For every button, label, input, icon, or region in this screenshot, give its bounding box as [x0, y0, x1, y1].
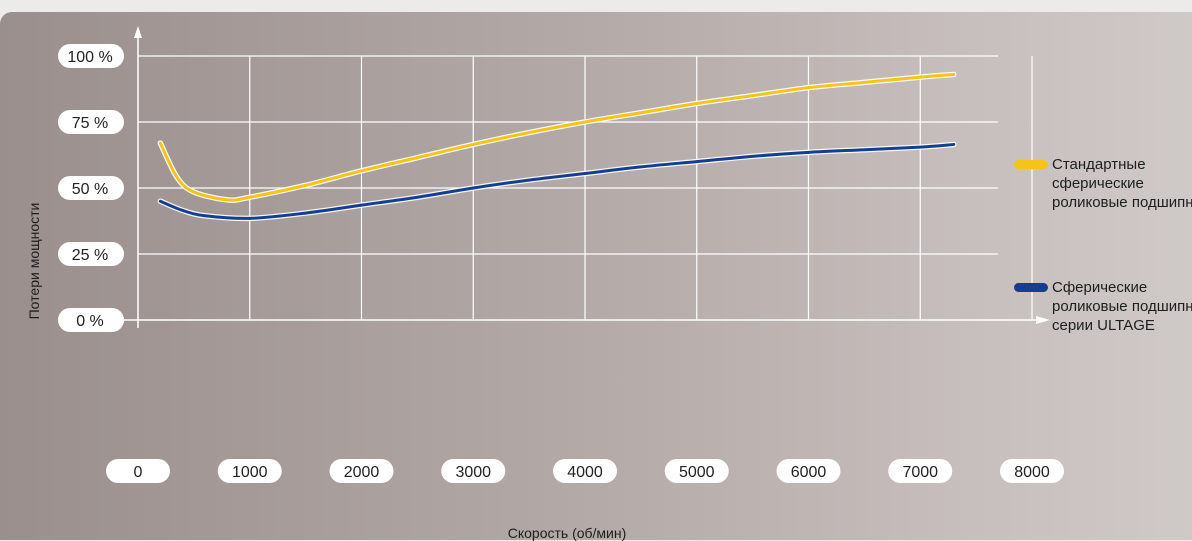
chart: 0 % 25 % 50 % 75 % 100 % 0 1000 2000 3000 4000 500… — [58, 26, 1064, 483]
series-line-1 — [158, 142, 956, 220]
x-tick-label-5: 5000 — [679, 464, 715, 481]
y-tick-label-4: 100 % — [67, 49, 112, 66]
x-tick-label-7: 7000 — [902, 464, 938, 481]
x-tick-pill-3 — [441, 459, 506, 483]
y-tick-pill-1 — [58, 242, 124, 266]
x-tick-label-4: 4000 — [567, 464, 603, 481]
x-tick-label-0: 0 — [134, 464, 143, 481]
x-tick-label-3: 3000 — [455, 464, 491, 481]
x-tick-label-8: 8000 — [1014, 464, 1050, 481]
y-tick-pill-3 — [58, 110, 124, 134]
x-tick-pill-2 — [329, 459, 394, 483]
x-tick-pill-1 — [217, 459, 282, 483]
legend-item-ultage: Сферические роликовые подшипники серии U… — [1014, 278, 1192, 335]
x-tick-label-1: 1000 — [232, 464, 268, 481]
x-tick-pill-5 — [664, 459, 729, 483]
x-tick-pill-0 — [106, 459, 170, 483]
y-tick-pill-0 — [58, 308, 124, 332]
series-line-outline-1 — [157, 141, 957, 222]
x-tick-pill-8 — [1000, 459, 1064, 483]
x-tick-pill-6 — [776, 459, 841, 483]
y-tick-label-1: 25 % — [72, 247, 108, 264]
axes — [122, 26, 1050, 328]
y-axis-arrow — [134, 26, 142, 38]
series-lines — [157, 71, 957, 222]
y-axis-label: Потери мощности — [26, 202, 42, 320]
series-line-outline-0 — [157, 71, 957, 203]
y-tick-label-2: 50 % — [72, 181, 108, 198]
y-tick-label-3: 75 % — [72, 115, 108, 132]
chart-panel: 0 % 25 % 50 % 75 % 100 % 0 1000 2000 3000 4000 500… — [0, 12, 1192, 541]
y-tick-pill-4 — [58, 44, 124, 68]
legend-swatch-standard — [1014, 160, 1048, 169]
x-axis-arrow — [1036, 316, 1050, 324]
legend-label-ultage: Сферические роликовые подшипники серии U… — [1052, 279, 1192, 334]
x-tick-label-6: 6000 — [791, 464, 827, 481]
legend-swatch-ultage — [1014, 283, 1048, 292]
series-line-0 — [158, 72, 956, 202]
tick-labels: 0 % 25 % 50 % 75 % 100 % 0 1000 2000 3000 4000 500… — [58, 44, 1064, 483]
x-axis-label: Скорость (об/мин) — [507, 525, 627, 541]
y-tick-label-0: 0 % — [76, 313, 104, 330]
y-tick-pill-2 — [58, 176, 124, 200]
grid — [138, 55, 1033, 320]
legend-label-standard: Стандартные сферические роликовые подшип… — [1052, 156, 1192, 211]
legend-item-standard: Стандартные сферические роликовые подшип… — [1014, 155, 1192, 212]
x-tick-pill-7 — [888, 459, 953, 483]
x-tick-label-2: 2000 — [344, 464, 380, 481]
x-tick-pill-4 — [553, 459, 617, 483]
